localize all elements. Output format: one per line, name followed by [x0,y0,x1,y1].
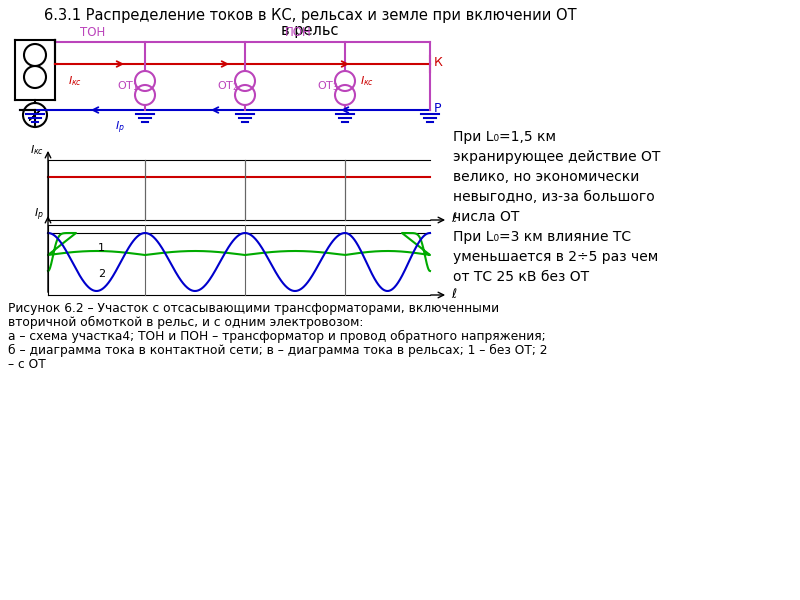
Text: вторичной обмоткой в рельс, и с одним электровозом:: вторичной обмоткой в рельс, и с одним эл… [8,316,363,329]
Text: $I_{кс}$: $I_{кс}$ [68,74,82,88]
Text: ТОН: ТОН [80,26,106,39]
Text: Р: Р [434,101,442,115]
Text: $I_{р}$: $I_{р}$ [115,120,125,136]
Text: ℓ: ℓ [451,287,456,301]
Text: 1: 1 [98,243,105,253]
Text: $I_{кс}$: $I_{кс}$ [30,143,44,157]
Text: При L₀=1,5 км
экранирующее действие ОТ
велико, но экономически
невыгодно, из-за : При L₀=1,5 км экранирующее действие ОТ в… [453,130,660,284]
Text: ОТ$_3$: ОТ$_3$ [317,79,339,93]
Text: ОТ$_2$: ОТ$_2$ [217,79,238,93]
Text: ℓ: ℓ [451,212,456,226]
Text: 2: 2 [98,269,105,280]
Text: $I_{кс}$: $I_{кс}$ [360,74,374,88]
Text: ПОН: ПОН [285,26,312,39]
Text: Рисунок 6.2 – Участок с отсасывающими трансформаторами, включенными: Рисунок 6.2 – Участок с отсасывающими тр… [8,302,499,315]
Text: ОТ$_1$: ОТ$_1$ [117,79,139,93]
Text: 6.3.1 Распределение токов в КС, рельсах и земле при включении ОТ: 6.3.1 Распределение токов в КС, рельсах … [44,8,576,23]
Text: К: К [434,55,443,68]
Text: в рельс: в рельс [282,23,338,38]
Text: б – диаграмма тока в контактной сети; в – диаграмма тока в рельсах; 1 – без ОТ; : б – диаграмма тока в контактной сети; в … [8,344,547,357]
Text: $I_{р}$: $I_{р}$ [34,207,44,223]
Text: а – схема участка4; ТОН и ПОН – трансформатор и провод обратного напряжения;: а – схема участка4; ТОН и ПОН – трансфор… [8,330,546,343]
Text: – с ОТ: – с ОТ [8,358,46,371]
